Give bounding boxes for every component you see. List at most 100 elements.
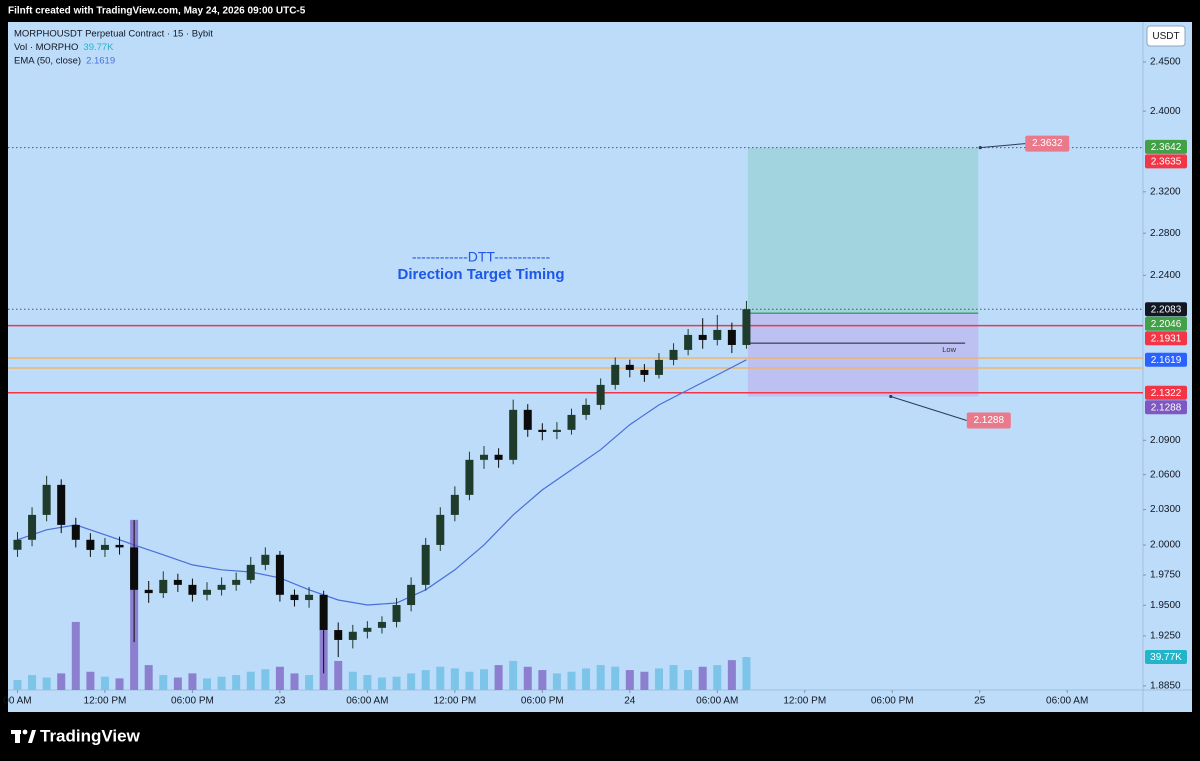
candle-body (596, 384, 605, 405)
candle-body (611, 364, 620, 385)
volume-bar (28, 675, 37, 690)
price-tag (1145, 352, 1187, 367)
position-loss-zone (747, 313, 979, 397)
volume-bar (421, 670, 430, 690)
annotation-leader (980, 143, 1026, 149)
candle-body (115, 544, 124, 548)
volume-bar (377, 677, 386, 690)
candle-body (363, 627, 372, 632)
volume-bar (305, 675, 314, 690)
volume-bar (436, 666, 445, 690)
volume-bar (57, 673, 66, 690)
ema-legend-value: 2.1619 (86, 56, 115, 67)
candle-body (582, 404, 591, 415)
y-tick-label: 2.4000 (1150, 106, 1181, 117)
chart-background (8, 22, 1192, 712)
candle-body (275, 554, 284, 595)
volume-bar (713, 665, 722, 690)
volume-bar (232, 675, 241, 690)
candle-body (57, 484, 66, 525)
x-tick-label: 12:00 PM (433, 696, 476, 707)
unit-button[interactable] (1146, 25, 1186, 47)
candle-body (71, 524, 80, 540)
candle-body (567, 414, 576, 430)
annotation-leader (890, 396, 967, 421)
x-tick-label: 24 (624, 696, 636, 707)
volume-bar (348, 671, 357, 690)
candle-body (523, 409, 532, 430)
x-tick-label: 00 AM (3, 696, 31, 707)
x-tick-label: 25 (974, 696, 986, 707)
annotation-anchor (978, 146, 982, 150)
volume-bar (742, 656, 751, 690)
dtt-subtitle: Direction Target Timing (398, 266, 565, 283)
candle-body (334, 630, 343, 640)
x-tick-label: 06:00 PM (871, 696, 914, 707)
volume-bar (115, 678, 124, 690)
axes: 2.4500 2.4000 2.3200 2.2800 2.2400 2.0900 2.06… (3, 57, 1187, 707)
volume-bar (538, 670, 547, 690)
x-tick-label: 23 (274, 696, 286, 707)
candle-body (159, 579, 168, 594)
price-tag (1145, 154, 1187, 169)
price-tag-label: 2.1619 (1151, 355, 1182, 366)
price-tag-label: 2.1322 (1151, 388, 1182, 399)
price-tag (1145, 316, 1187, 331)
position-profit-zone (747, 147, 979, 314)
annotation-box (966, 412, 1011, 429)
candle-body (173, 579, 182, 585)
plot-area: Low ------------DTT------------Direction … (8, 135, 1143, 690)
candle-body (319, 594, 328, 631)
candle-body (494, 454, 503, 460)
candle-body (727, 329, 736, 345)
candle-body (669, 349, 678, 360)
footer-logo (11, 729, 36, 743)
ema-line (17, 359, 747, 606)
volume-bar (567, 671, 576, 690)
volume-tag (1145, 649, 1187, 664)
volume-bar (334, 660, 343, 690)
volume-bar (261, 669, 270, 690)
volume-bar (582, 668, 591, 690)
volume-bar (625, 670, 634, 690)
price-tag-label: 2.1931 (1151, 333, 1182, 344)
price-tag (1145, 385, 1187, 400)
y-tick-label: 2.4500 (1150, 57, 1181, 68)
volume-bar (727, 660, 736, 690)
volume-bar (159, 675, 168, 690)
symbol-legend: MORPHOUSDT Perpetual Contract · 15 · Byb… (14, 29, 213, 40)
y-tick-label: 2.0000 (1150, 540, 1181, 551)
y-tick-label: 2.0300 (1150, 504, 1181, 515)
candle-body (625, 364, 634, 370)
volume-bar (480, 669, 489, 690)
y-tick-label: 1.9500 (1150, 600, 1181, 611)
y-tick-label: 1.8850 (1150, 681, 1181, 692)
unit-button-label[interactable]: USDT (1152, 31, 1179, 42)
volume-bar (596, 665, 605, 690)
volume-bar (392, 676, 401, 690)
volume-bar (611, 666, 620, 690)
price-tag (1145, 139, 1187, 154)
volume-bar (509, 660, 518, 690)
annotation-anchor (889, 394, 893, 399)
y-tick-label: 1.9250 (1150, 631, 1181, 642)
y-tick-label: 2.0900 (1150, 435, 1181, 446)
y-tick-label: 2.2400 (1150, 270, 1181, 281)
candle-body (742, 309, 751, 345)
volume-bar (217, 676, 226, 690)
volume-bar (144, 665, 153, 690)
volume-bar (698, 666, 707, 690)
candle-body (421, 544, 430, 585)
price-tag-label: 2.1288 (1151, 402, 1182, 413)
candle-body (144, 589, 153, 594)
candle-body (377, 621, 386, 628)
volume-bar (640, 671, 649, 690)
footer-brand: TradingView (40, 726, 141, 745)
candle-body (203, 589, 212, 595)
volume-bar (275, 666, 284, 690)
x-tick-label: 12:00 PM (84, 696, 127, 707)
price-tag-label: 2.2046 (1151, 319, 1182, 330)
candle-body (86, 539, 95, 550)
